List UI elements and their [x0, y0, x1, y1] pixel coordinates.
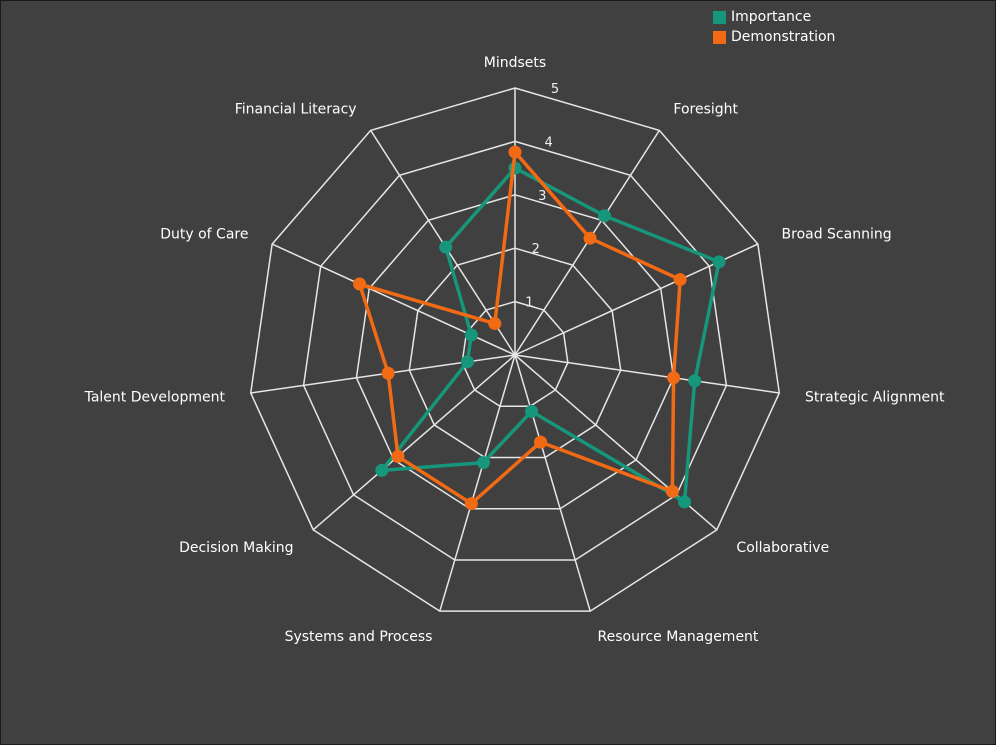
point-importance-broad-scanning	[712, 255, 726, 269]
point-demonstration-duty-of-care	[353, 277, 367, 291]
category-label-collaborative: Collaborative	[736, 540, 829, 556]
point-importance-strategic-alignment	[688, 374, 702, 388]
legend-label-demonstration: Demonstration	[731, 29, 836, 45]
point-demonstration-foresight	[583, 231, 597, 245]
point-importance-duty-of-care	[464, 328, 478, 342]
legend-label-importance: Importance	[731, 9, 812, 25]
legend: Importance Demonstration	[713, 7, 835, 47]
point-importance-systems-and-process	[476, 456, 490, 470]
point-importance-resource-management	[525, 404, 539, 418]
category-labels: Mindsets Foresight Broad Scanning Strategic…	[84, 55, 945, 645]
category-label-financial-literacy: Financial Literacy	[235, 102, 357, 118]
point-demonstration-strategic-alignment	[667, 371, 681, 385]
point-demonstration-systems-and-process	[464, 497, 478, 511]
point-demonstration-financial-literacy	[488, 317, 502, 331]
grid-ring-3	[355, 194, 675, 510]
category-label-talent-development: Talent Development	[84, 390, 226, 406]
point-importance-talent-development	[460, 355, 474, 369]
point-demonstration-decision-making	[391, 449, 405, 463]
point-importance-foresight	[597, 209, 611, 223]
legend-item-demonstration: Demonstration	[713, 27, 835, 47]
point-demonstration-collaborative	[665, 484, 679, 498]
category-label-mindsets: Mindsets	[484, 55, 546, 71]
axis-spoke-systems-and-process	[439, 354, 516, 612]
category-label-duty-of-care: Duty of Care	[160, 226, 248, 242]
point-demonstration-broad-scanning	[673, 273, 687, 287]
category-label-resource-management: Resource Management	[598, 629, 759, 645]
point-demonstration-talent-development	[381, 366, 395, 380]
point-demonstration-resource-management	[534, 435, 548, 449]
series-line-importance	[380, 166, 721, 504]
grid-ring-5	[249, 87, 781, 612]
r-tick-label-2: 2	[532, 242, 540, 257]
legend-swatch-demonstration	[713, 30, 726, 44]
radial-tick-labels: 1 2 3 4 5	[525, 82, 559, 311]
axis-spoke-decision-making	[312, 354, 516, 531]
point-importance-financial-literacy	[439, 240, 453, 254]
r-tick-label-4: 4	[544, 135, 552, 150]
legend-swatch-importance	[713, 10, 726, 24]
category-label-foresight: Foresight	[673, 102, 738, 118]
category-label-systems-and-process: Systems and Process	[285, 629, 433, 645]
point-importance-collaborative	[677, 495, 691, 509]
data-series	[353, 145, 726, 511]
point-demonstration-mindsets	[508, 145, 522, 159]
axis-spoke-strategic-alignment	[514, 354, 780, 394]
legend-item-importance: Importance	[713, 7, 835, 27]
r-tick-label-5: 5	[551, 82, 559, 97]
r-tick-label-1: 1	[525, 296, 533, 311]
point-importance-decision-making	[375, 463, 389, 477]
category-label-broad-scanning: Broad Scanning	[782, 226, 892, 242]
category-label-decision-making: Decision Making	[179, 540, 293, 556]
category-label-strategic-alignment: Strategic Alignment	[805, 390, 945, 406]
r-tick-label-3: 3	[538, 189, 546, 204]
axis-spoke-resource-management	[514, 354, 591, 612]
series-demonstration	[353, 145, 687, 511]
series-importance	[375, 161, 726, 509]
series-line-demonstration	[357, 150, 682, 506]
